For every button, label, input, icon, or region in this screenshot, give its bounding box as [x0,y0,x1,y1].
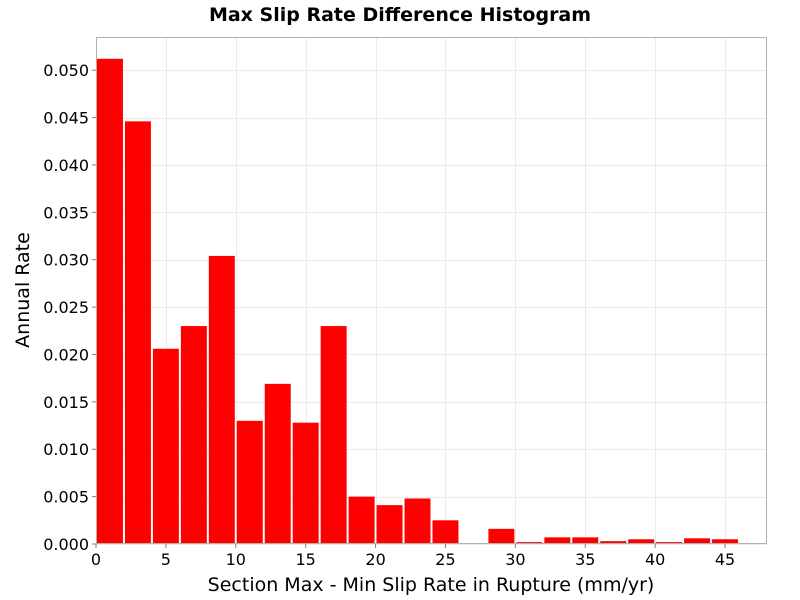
x-axis-ticks: 0 5 10 15 20 25 30 35 40 45 [91,544,735,569]
x-tick-label: 15 [296,550,316,569]
histogram-bar [264,383,291,544]
histogram-bar [544,537,571,544]
x-tick-label: 35 [575,550,595,569]
histogram-bar [432,520,459,544]
histogram-bar [376,505,403,544]
histogram-bar [180,326,207,544]
x-tick-label: 25 [435,550,455,569]
histogram-bar [572,537,599,544]
y-tick-label: 0.050 [43,61,89,80]
histogram-bar [208,255,235,544]
y-tick-label: 0.025 [43,298,89,317]
y-tick-label: 0.015 [43,393,89,412]
x-tick-label: 0 [91,550,101,569]
y-tick-label: 0.005 [43,488,89,507]
histogram-bar [404,498,431,544]
histogram-bar [348,496,375,544]
y-tick-label: 0.040 [43,156,89,175]
histogram-bar [600,541,627,544]
x-tick-label: 10 [226,550,246,569]
grid-lines [96,37,767,545]
histogram-bar [97,58,123,544]
histogram-bar [124,121,151,545]
x-tick-label: 40 [645,550,665,569]
histogram-bar [488,528,515,544]
y-tick-label: 0.010 [43,440,89,459]
y-tick-label: 0.035 [43,203,89,222]
y-tick-label: 0.020 [43,345,89,364]
chart-title: Max Slip Rate Difference Histogram [209,4,591,26]
y-tick-label: 0.045 [43,109,89,128]
y-tick-label: 0.000 [43,535,89,554]
y-tick-label: 0.030 [43,251,89,270]
plot-frame [96,37,767,544]
histogram-bar [320,326,347,544]
x-tick-label: 20 [365,550,385,569]
x-tick-label: 5 [161,550,171,569]
y-axis-title: Annual Rate [12,232,34,348]
x-axis-title: Section Max - Min Slip Rate in Rupture (… [208,574,655,596]
x-tick-label: 30 [505,550,525,569]
histogram-bar [684,538,711,544]
bars [97,58,739,545]
histogram-bar [236,420,263,544]
y-axis-ticks: 0.000 0.005 0.010 0.015 0.020 0.025 0.030 0.035… [43,61,96,554]
histogram-bar [628,539,655,544]
histogram-bar [292,422,319,544]
histogram-bar [152,348,179,544]
histogram-bar [712,539,739,544]
x-tick-label: 45 [715,550,735,569]
